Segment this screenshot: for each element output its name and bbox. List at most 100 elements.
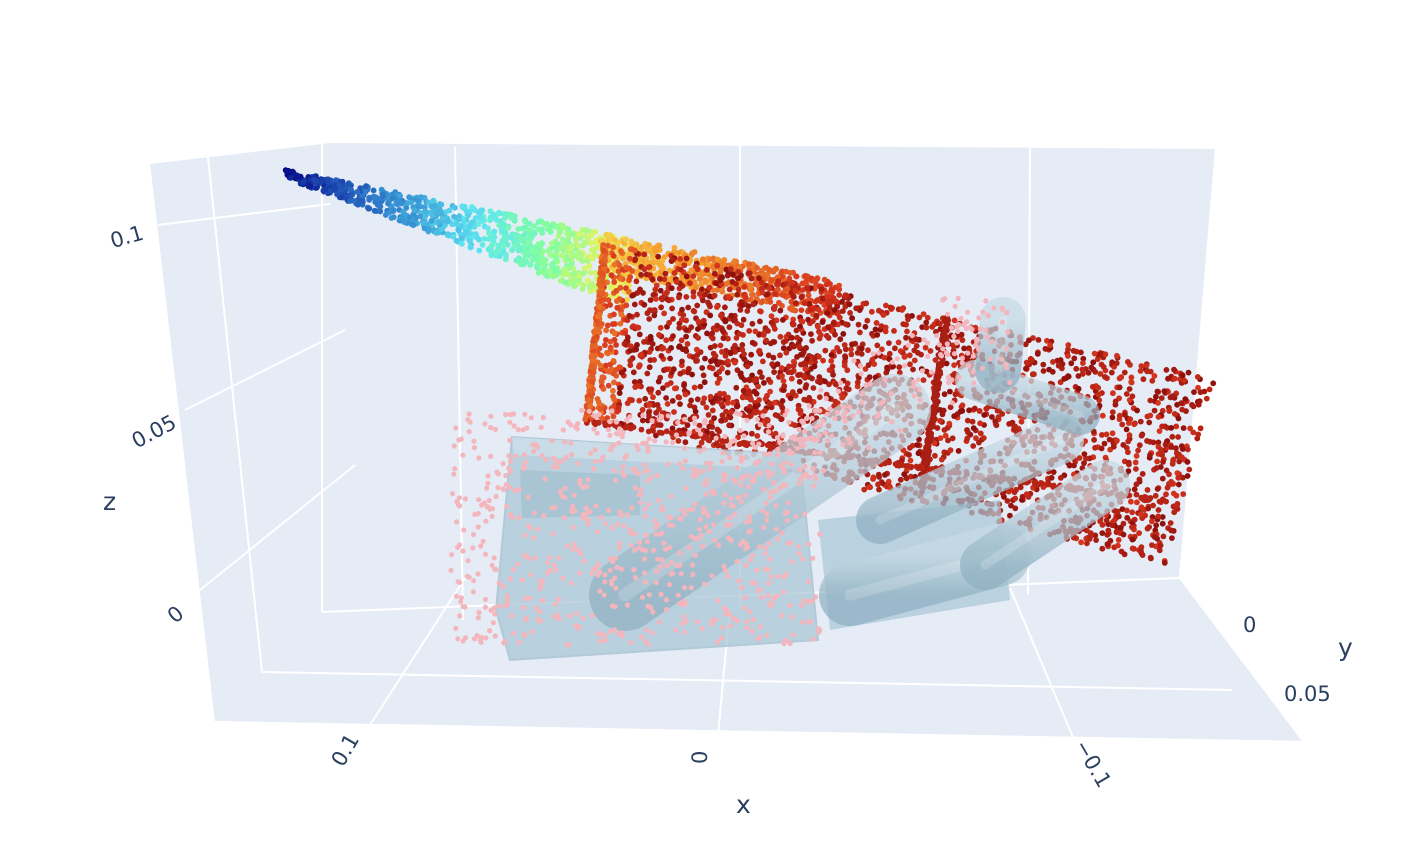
data-point xyxy=(690,354,696,360)
data-point xyxy=(759,374,765,380)
data-point xyxy=(757,369,763,376)
data-point xyxy=(1012,495,1019,502)
data-point xyxy=(1157,542,1164,549)
data-point xyxy=(503,481,509,487)
data-point xyxy=(732,317,738,323)
data-point xyxy=(830,371,836,378)
data-point xyxy=(774,361,781,367)
data-point xyxy=(740,387,747,394)
data-point xyxy=(1137,418,1144,425)
data-point xyxy=(466,237,473,244)
edge-floor-front xyxy=(214,721,1305,743)
data-point xyxy=(520,257,527,264)
data-point xyxy=(1163,491,1169,498)
data-point xyxy=(652,438,658,444)
data-point xyxy=(765,376,772,383)
data-point xyxy=(617,320,624,327)
data-point xyxy=(670,440,676,446)
data-point xyxy=(526,555,532,562)
data-point xyxy=(945,437,951,444)
data-point xyxy=(639,417,646,424)
data-point xyxy=(725,394,731,401)
data-point xyxy=(639,406,646,413)
data-point xyxy=(705,412,712,418)
data-point xyxy=(965,429,971,436)
data-point xyxy=(507,419,513,425)
data-point xyxy=(569,231,576,238)
data-point xyxy=(528,572,534,578)
data-point xyxy=(505,225,512,231)
data-point xyxy=(680,312,687,318)
data-point xyxy=(516,639,522,645)
data-point xyxy=(717,277,724,284)
data-point xyxy=(765,592,771,599)
data-point xyxy=(767,400,773,407)
data-point xyxy=(741,351,747,357)
data-point xyxy=(515,247,522,254)
data-point xyxy=(538,582,544,588)
data-point xyxy=(670,316,676,322)
data-point xyxy=(530,248,537,254)
data-point xyxy=(539,226,546,233)
data-point xyxy=(1155,439,1162,446)
data-point xyxy=(1091,437,1097,443)
data-point xyxy=(799,602,805,609)
data-point xyxy=(696,422,703,429)
data-point xyxy=(333,177,339,184)
data-point xyxy=(697,383,704,390)
data-point xyxy=(1078,539,1084,546)
data-point xyxy=(452,204,458,211)
data-point xyxy=(651,518,658,524)
data-point xyxy=(664,401,671,407)
data-point xyxy=(388,215,395,221)
data-point xyxy=(509,247,515,254)
data-point xyxy=(1149,542,1155,548)
data-point xyxy=(348,186,354,193)
data-point xyxy=(733,384,740,391)
data-point xyxy=(1099,545,1106,552)
data-point xyxy=(826,381,832,388)
data-point xyxy=(947,388,953,395)
data-point xyxy=(585,521,592,527)
data-point xyxy=(665,413,671,419)
data-point xyxy=(1128,374,1135,381)
data-point xyxy=(1151,407,1158,414)
data-point xyxy=(433,230,440,236)
data-point xyxy=(920,311,927,317)
data-point xyxy=(670,256,676,263)
data-point xyxy=(939,361,945,368)
data-point xyxy=(386,209,393,216)
data-point xyxy=(829,363,836,370)
data-point xyxy=(736,264,743,270)
data-point xyxy=(846,301,853,308)
data-point xyxy=(819,319,826,325)
data-point xyxy=(811,355,818,362)
data-point xyxy=(373,197,380,204)
data-point xyxy=(783,349,790,356)
data-point xyxy=(586,397,592,403)
data-point xyxy=(756,397,762,403)
data-point xyxy=(836,282,842,289)
point-cloud-pink xyxy=(448,295,1013,648)
data-point xyxy=(715,509,721,516)
data-point xyxy=(709,330,716,337)
data-point xyxy=(900,321,907,327)
data-point xyxy=(1195,384,1201,391)
data-point xyxy=(607,361,614,368)
data-point xyxy=(718,312,724,319)
data-point xyxy=(618,369,625,376)
data-point xyxy=(1046,481,1052,488)
data-point xyxy=(1050,469,1057,475)
data-point xyxy=(641,301,648,308)
data-point xyxy=(692,408,699,415)
data-point xyxy=(980,435,987,441)
data-point xyxy=(467,244,474,251)
data-point xyxy=(1133,491,1140,498)
data-point xyxy=(668,345,674,351)
data-point xyxy=(663,439,669,445)
data-point xyxy=(659,345,665,352)
data-point xyxy=(683,327,690,333)
data-point xyxy=(746,376,753,383)
data-point xyxy=(829,289,836,295)
